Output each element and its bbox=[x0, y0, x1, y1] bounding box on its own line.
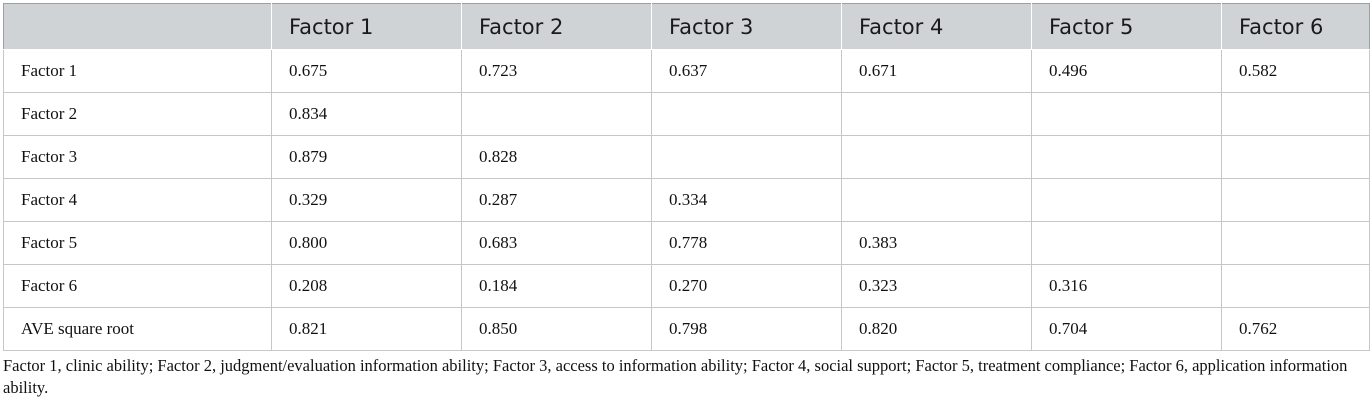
table-cell: 0.850 bbox=[461, 307, 652, 351]
table-cell bbox=[1221, 264, 1370, 308]
header-cell: Factor 5 bbox=[1031, 3, 1222, 50]
row-label: Factor 6 bbox=[3, 264, 272, 308]
table-cell bbox=[651, 92, 842, 136]
row-label: AVE square root bbox=[3, 307, 272, 351]
row-label: Factor 5 bbox=[3, 221, 272, 265]
header-cell: Factor 2 bbox=[461, 3, 652, 50]
table-cell: 0.683 bbox=[461, 221, 652, 265]
table-cell: 0.879 bbox=[271, 135, 462, 179]
row-label: Factor 3 bbox=[3, 135, 272, 179]
table-cell bbox=[1221, 92, 1370, 136]
table-cell: 0.834 bbox=[271, 92, 462, 136]
table-cell bbox=[841, 178, 1032, 222]
header-cell: Factor 1 bbox=[271, 3, 462, 50]
table-cell: 0.828 bbox=[461, 135, 652, 179]
table-body: Factor 1 0.675 0.723 0.637 0.671 0.496 0… bbox=[3, 49, 1370, 351]
table-cell: 0.778 bbox=[651, 221, 842, 265]
table-cell: 0.323 bbox=[841, 264, 1032, 308]
table-cell bbox=[1031, 135, 1222, 179]
table-cell bbox=[841, 135, 1032, 179]
table-cell: 0.637 bbox=[651, 49, 842, 93]
table-cell: 0.270 bbox=[651, 264, 842, 308]
table-cell: 0.762 bbox=[1221, 307, 1370, 351]
table-cell bbox=[1031, 221, 1222, 265]
correlation-table: Factor 1 Factor 2 Factor 3 Factor 4 Fact… bbox=[3, 3, 1370, 351]
row-label: Factor 2 bbox=[3, 92, 272, 136]
table-cell: 0.723 bbox=[461, 49, 652, 93]
row-label: Factor 1 bbox=[3, 49, 272, 93]
header-cell: Factor 6 bbox=[1221, 3, 1370, 50]
table-cell: 0.582 bbox=[1221, 49, 1370, 93]
table-cell: 0.820 bbox=[841, 307, 1032, 351]
table-cell: 0.496 bbox=[1031, 49, 1222, 93]
table-cell bbox=[1031, 178, 1222, 222]
table-row: Factor 5 0.800 0.683 0.778 0.383 bbox=[3, 221, 1370, 265]
table-cell bbox=[1031, 92, 1222, 136]
table-cell: 0.316 bbox=[1031, 264, 1222, 308]
table-cell bbox=[651, 135, 842, 179]
table-row: Factor 1 0.675 0.723 0.637 0.671 0.496 0… bbox=[3, 49, 1370, 93]
table-cell: 0.287 bbox=[461, 178, 652, 222]
row-label: Factor 4 bbox=[3, 178, 272, 222]
table-cell bbox=[1221, 178, 1370, 222]
table-header: Factor 1 Factor 2 Factor 3 Factor 4 Fact… bbox=[3, 3, 1370, 50]
table-cell: 0.383 bbox=[841, 221, 1032, 265]
table-cell: 0.208 bbox=[271, 264, 462, 308]
header-cell: Factor 3 bbox=[651, 3, 842, 50]
table-row: Factor 6 0.208 0.184 0.270 0.323 0.316 bbox=[3, 264, 1370, 308]
table-cell: 0.798 bbox=[651, 307, 842, 351]
table-cell bbox=[841, 92, 1032, 136]
table-cell bbox=[1221, 135, 1370, 179]
table-row: Factor 3 0.879 0.828 bbox=[3, 135, 1370, 179]
table-row: Factor 4 0.329 0.287 0.334 bbox=[3, 178, 1370, 222]
header-cell: Factor 4 bbox=[841, 3, 1032, 50]
table-cell: 0.671 bbox=[841, 49, 1032, 93]
table-row: Factor 2 0.834 bbox=[3, 92, 1370, 136]
table-row: AVE square root 0.821 0.850 0.798 0.820 … bbox=[3, 307, 1370, 351]
header-cell bbox=[3, 3, 272, 50]
table-footnote: Factor 1, clinic ability; Factor 2, judg… bbox=[3, 356, 1348, 397]
table-cell: 0.675 bbox=[271, 49, 462, 93]
table-cell: 0.800 bbox=[271, 221, 462, 265]
header-row: Factor 1 Factor 2 Factor 3 Factor 4 Fact… bbox=[3, 3, 1370, 50]
table-cell: 0.329 bbox=[271, 178, 462, 222]
table-cell bbox=[1221, 221, 1370, 265]
table-cell: 0.334 bbox=[651, 178, 842, 222]
table-cell: 0.821 bbox=[271, 307, 462, 351]
table-cell: 0.184 bbox=[461, 264, 652, 308]
table-cell: 0.704 bbox=[1031, 307, 1222, 351]
table-cell bbox=[461, 92, 652, 136]
